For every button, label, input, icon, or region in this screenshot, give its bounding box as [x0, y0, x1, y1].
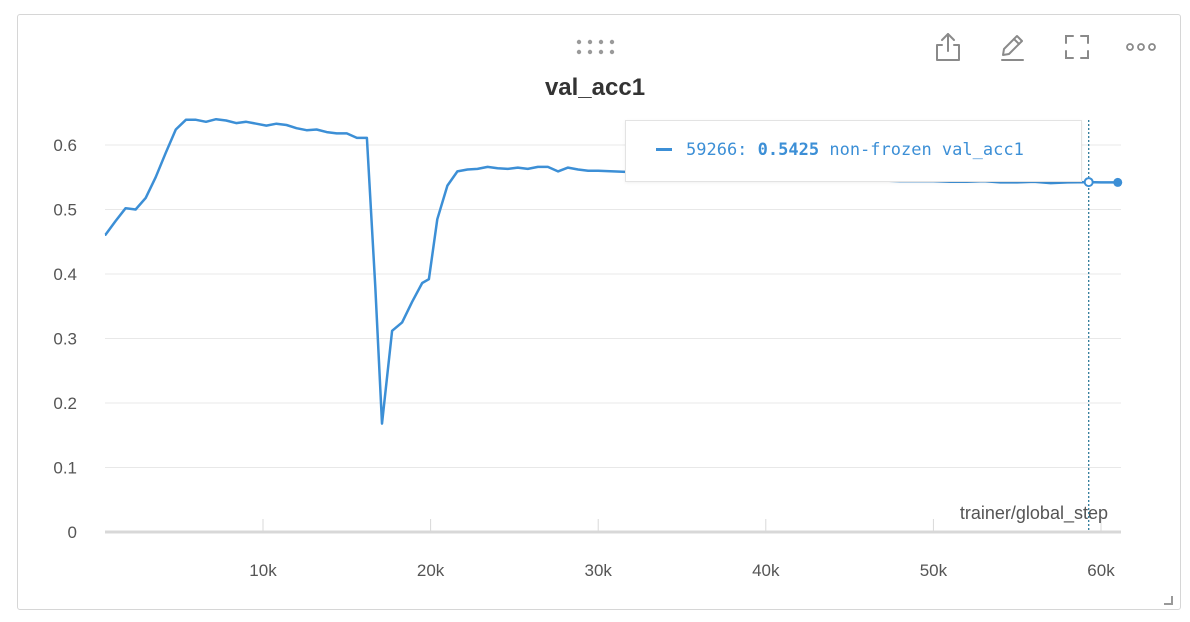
x-tick-label: 10k [249, 561, 277, 580]
tooltip-text: 59266: 0.5425 non-frozen val_acc1 [686, 140, 1024, 160]
x-tick-label: 60k [1087, 561, 1115, 580]
hover-point [1083, 177, 1094, 188]
x-tick-label: 40k [752, 561, 780, 580]
resize-handle-icon[interactable] [1164, 596, 1173, 605]
y-tick-label: 0 [68, 523, 77, 542]
tooltip-run-name: non-frozen val_acc1 [829, 140, 1024, 160]
x-tick-label: 50k [920, 561, 948, 580]
share-icon[interactable] [931, 30, 965, 64]
fullscreen-icon[interactable] [1060, 30, 1094, 64]
chart-title: val_acc1 [544, 74, 646, 101]
chart-panel [17, 14, 1181, 610]
y-tick-label: 0.2 [53, 394, 77, 413]
y-tick-label: 0.1 [53, 459, 77, 478]
y-tick-label: 0.5 [53, 201, 77, 220]
hover-tooltip: 59266: 0.5425 non-frozen val_acc1 [625, 120, 1082, 182]
drag-handle-icon[interactable] [575, 38, 623, 61]
tooltip-value: 0.5425 [757, 140, 820, 160]
tooltip-step: 59266: [686, 140, 748, 160]
y-tick-label: 0.3 [53, 330, 77, 349]
y-tick-label: 0.6 [53, 136, 77, 155]
series-end-point [1113, 177, 1123, 187]
x-tick-label: 30k [584, 561, 612, 580]
y-tick-label: 0.4 [53, 265, 77, 284]
more-options-icon[interactable] [1124, 30, 1158, 64]
x-tick-label: 20k [417, 561, 445, 580]
x-axis-label: trainer/global_step [960, 503, 1108, 524]
series-swatch [656, 148, 672, 151]
edit-icon[interactable] [995, 30, 1029, 64]
